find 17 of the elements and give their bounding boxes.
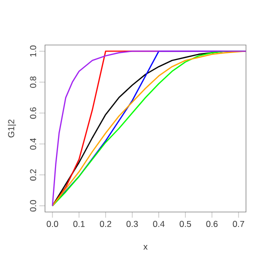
x-tick-label: 0.5: [180, 220, 192, 227]
x-tick-label: 0.1: [73, 220, 85, 227]
x-tick-label: 0.4: [153, 220, 165, 227]
y-tick-label: 1.0: [30, 46, 36, 57]
y-axis-title: G1|2: [8, 120, 16, 138]
line-series: [52, 50, 246, 206]
y-tick-label: 0.8: [30, 76, 36, 88]
y-tick-label: 0.2: [30, 169, 36, 181]
y-tick-label: 0.4: [30, 138, 36, 150]
x-tick-label: 0.2: [100, 220, 112, 227]
x-tick-label: 0.6: [206, 220, 218, 227]
x-axis-title: x: [143, 245, 148, 250]
x-tick-label: 0.0: [46, 220, 58, 227]
x-tick-label: 0.3: [126, 220, 138, 227]
y-tick-label: 0.0: [30, 200, 36, 212]
x-tick-label: 0.7: [232, 220, 244, 227]
y-tick-label: 0.6: [30, 107, 36, 119]
